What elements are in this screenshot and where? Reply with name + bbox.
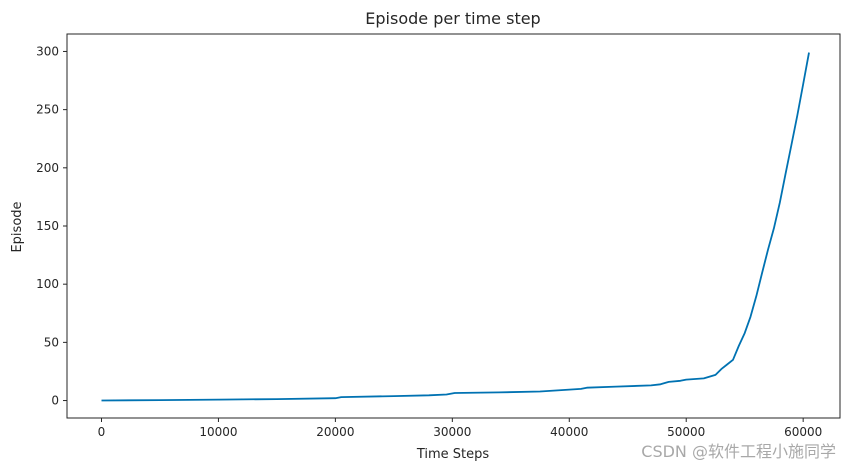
- x-tick-label: 50000: [667, 425, 705, 439]
- x-tick-label: 20000: [316, 425, 354, 439]
- plot-area: 0 10000 20000 30000 40000 50000 60000 0 50 100 150…: [36, 33, 841, 439]
- y-tick-label: 50: [44, 335, 59, 349]
- y-tick-label: 300: [36, 44, 59, 58]
- y-tick-label: 150: [36, 219, 59, 233]
- y-tick-label: 100: [36, 277, 59, 291]
- x-tick-label: 30000: [433, 425, 471, 439]
- chart-title: Episode per time step: [365, 9, 540, 28]
- x-tick-label: 0: [98, 425, 106, 439]
- x-axis-label: Time Steps: [416, 447, 490, 462]
- y-tick-label: 200: [36, 161, 59, 175]
- plot-frame: [66, 33, 841, 419]
- y-tick-label: 250: [36, 103, 59, 117]
- y-tick-label: 0: [51, 394, 59, 408]
- y-axis-label: Episode: [10, 201, 25, 252]
- x-tick-label: 10000: [199, 425, 237, 439]
- x-tick-label: 40000: [550, 425, 588, 439]
- x-tick-label: 60000: [784, 425, 822, 439]
- watermark-text: CSDN @软件工程小施同学: [641, 442, 836, 461]
- series-line: [101, 52, 810, 402]
